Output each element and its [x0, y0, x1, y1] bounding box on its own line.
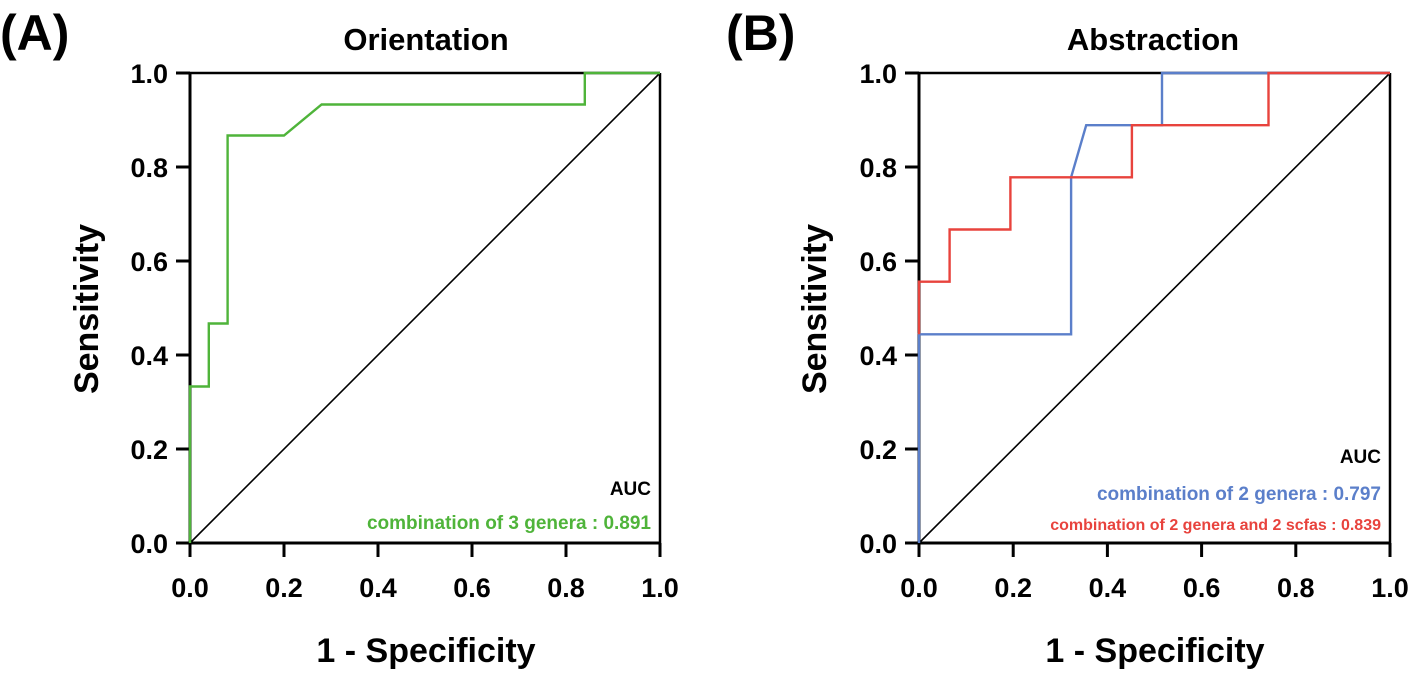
panel-b-abstraction: (B) Abstraction 1 - Specificity Sensitiv… — [726, 5, 1409, 670]
panel-a-y-tick-label: 0.4 — [130, 341, 168, 371]
panel-a-y-tick-label: 0.2 — [130, 435, 168, 465]
panel-a-x-tick-label: 0.8 — [547, 573, 585, 603]
panel-a-x-tick-label: 0.0 — [171, 573, 209, 603]
panel-a-orientation: (A) Orientation 1 - Specificity Sensitiv… — [0, 5, 679, 670]
panel-b-title: Abstraction — [1067, 22, 1239, 57]
panel-b-label: (B) — [726, 5, 795, 61]
panel-a-auc-title: AUC — [610, 479, 651, 500]
panel-b-y-tick-label: 0.4 — [859, 341, 897, 371]
panel-a-auc-entry-series-1: combination of 3 genera : 0.891 — [367, 513, 651, 534]
panel-b-roc-curve-series-2 — [917, 71, 1390, 335]
panel-b-y-tick-label: 0.0 — [859, 529, 897, 559]
panel-a-y-tick-label: 0.8 — [130, 153, 168, 183]
panel-a-reference-line — [189, 72, 661, 544]
panel-b-auc-entry-series-2: combination of 2 genera and 2 scfas : 0.… — [1050, 517, 1381, 534]
panel-b-y-tick-label: 0.6 — [859, 247, 897, 277]
panel-a-y-tick-label: 0.6 — [130, 247, 168, 277]
panel-a-y-tick-label: 0.0 — [130, 529, 168, 559]
panel-b-x-tick-label: 0.6 — [1183, 573, 1221, 603]
panel-b-auc-title: AUC — [1340, 447, 1381, 468]
panel-b-reference-line — [918, 72, 1391, 544]
panel-b-y-tick-label: 0.2 — [859, 435, 897, 465]
panel-a-roc-curve-series-1 — [188, 71, 660, 543]
panel-b-y-axis-label: Sensitivity — [796, 224, 834, 394]
panel-b-y-tick-label: 0.8 — [859, 153, 897, 183]
panel-a-y-axis-label: Sensitivity — [68, 224, 106, 394]
panel-a-label: (A) — [0, 5, 69, 61]
panel-a-x-tick-label: 0.4 — [359, 573, 397, 603]
panel-a-title: Orientation — [343, 22, 508, 57]
panel-b-x-tick-label: 1.0 — [1371, 573, 1409, 603]
panel-b-x-tick-label: 0.2 — [994, 573, 1032, 603]
panel-b-x-tick-label: 0.0 — [900, 573, 938, 603]
panel-b-x-tick-label: 0.8 — [1277, 573, 1315, 603]
panel-a-x-tick-label: 0.6 — [453, 573, 491, 603]
panel-a-x-tick-label: 1.0 — [641, 573, 679, 603]
panel-a-x-axis-label: 1 - Specificity — [316, 632, 535, 670]
panel-b-auc-entry-series-1: combination of 2 genera : 0.797 — [1097, 484, 1381, 505]
panel-a-x-tick-label: 0.2 — [265, 573, 303, 603]
panel-b-y-tick-label: 1.0 — [859, 59, 897, 89]
panel-b-x-tick-label: 0.4 — [1089, 573, 1127, 603]
panel-a-y-tick-label: 1.0 — [130, 59, 168, 89]
panel-b-x-axis-label: 1 - Specificity — [1045, 632, 1264, 670]
panel-b-roc-curve-series-1 — [917, 71, 1390, 543]
